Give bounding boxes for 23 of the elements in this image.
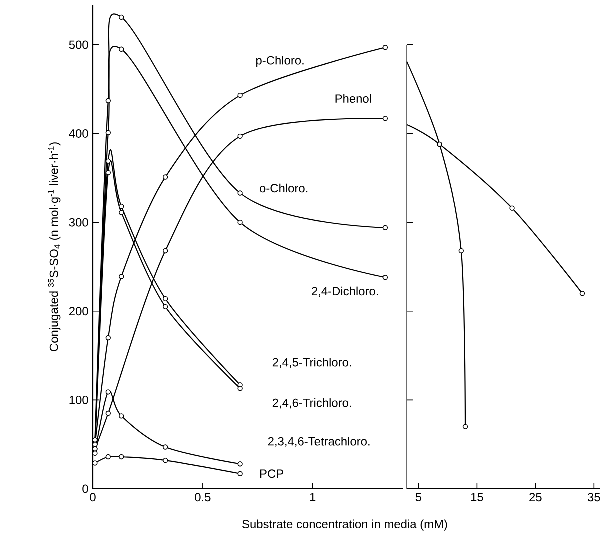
- x-tick-label: 0: [90, 493, 96, 502]
- text: 2,4,5-Trichloro.: [272, 358, 352, 368]
- text: Conjugated $^{35}$S-SO$_{4}$ (n mol·g$^{-1}$ liver·h$^{-1}$): [48, 142, 61, 352]
- x-tick-label: 35: [588, 493, 600, 502]
- x-tick-label: 1: [310, 493, 316, 502]
- text: 2,4,6-Trichloro.: [272, 398, 352, 409]
- series-label: 2,4-Dichloro.: [312, 286, 378, 298]
- y-tick-label: 100: [70, 396, 88, 404]
- x-tick-label: 5: [416, 493, 422, 502]
- x-axis-title: Substrate concentration in media (mM): [242, 520, 448, 531]
- series-label: p-Chloro.: [256, 56, 304, 68]
- text: 2,3,4,6-Tetrachloro.: [268, 437, 370, 448]
- y-tick-label: 400: [69, 130, 88, 138]
- y-tick-label: 200: [69, 307, 88, 316]
- series-label: PCP: [260, 470, 284, 478]
- series-label: Phenol: [336, 94, 372, 104]
- series-label: o-Chloro.: [260, 184, 308, 193]
- x-tick-label: 15: [471, 493, 484, 502]
- y-tick-label: 300: [69, 218, 88, 227]
- y-tick-label: 0: [82, 484, 88, 494]
- y-tick-label: 500: [69, 40, 88, 50]
- x-tick-label: 25: [530, 493, 542, 502]
- x-tick-label: 0.5: [195, 493, 211, 502]
